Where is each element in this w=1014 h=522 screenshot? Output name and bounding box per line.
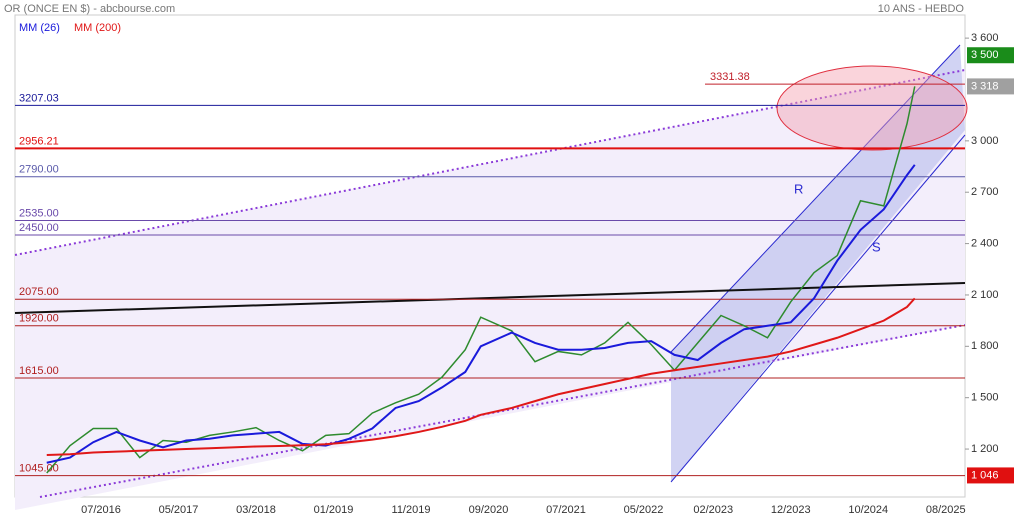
level-label: 1920.00 [19,313,59,325]
title: OR (ONCE EN $) - abcbourse.com [4,3,175,15]
series-line [46,297,916,457]
annotation: S [872,239,881,254]
x-tick-label: 10/2024 [848,504,888,516]
level-label: 1615.00 [19,365,59,377]
price-tag [967,78,1014,95]
price-tag [967,47,1014,64]
y-tick-label: 1 200 [971,443,999,455]
annotation: R [794,181,803,196]
x-tick-label: 07/2016 [81,504,121,516]
level-label: 2450.00 [19,222,59,234]
x-tick-label: 12/2023 [771,504,811,516]
legend-entry: MM (200) [74,22,121,34]
subtitle: 10 ANS - HEBDO [878,3,965,15]
x-tick-label: 01/2019 [314,504,354,516]
series-line [46,164,916,464]
y-tick-label: 3 600 [971,32,999,44]
channel-fill [15,70,965,510]
x-tick-label: 08/2025 [926,504,966,516]
price-tag-label: 3 318 [971,80,999,92]
price-tag-label: 1 046 [971,469,999,481]
rising-channel [671,45,965,482]
trend-line [14,282,966,314]
channel-line [670,134,966,483]
x-tick-label: 09/2020 [469,504,509,516]
legend-entry: MM (26) [19,22,60,34]
channel-line [670,44,961,353]
level-label: 1045.00 [19,463,59,475]
level-label: 2956.21 [19,135,59,147]
level-label: 2790.00 [19,164,59,176]
trend-dotted [14,69,966,256]
price-tag-label: 3 500 [971,49,999,61]
level-label: 3331.38 [710,71,750,83]
y-tick-label: 1 500 [971,392,999,404]
x-tick-label: 02/2023 [693,504,733,516]
y-tick-label: 2 100 [971,289,999,301]
x-tick-label: 11/2019 [392,504,431,516]
x-tick-label: 05/2017 [159,504,199,516]
level-label: 2075.00 [19,286,59,298]
y-tick-label: 2 400 [971,237,999,249]
x-tick-label: 03/2018 [236,504,276,516]
level-label: 3207.03 [19,92,59,104]
target-zone [776,65,968,151]
level-label: 2535.00 [19,207,59,219]
y-tick-label: 3 000 [971,135,999,147]
y-tick-label: 2 700 [971,186,999,198]
x-tick-label: 07/2021 [546,504,586,516]
x-tick-label: 05/2022 [624,504,664,516]
price-tag [967,467,1014,484]
y-tick-label: 1 800 [971,340,999,352]
